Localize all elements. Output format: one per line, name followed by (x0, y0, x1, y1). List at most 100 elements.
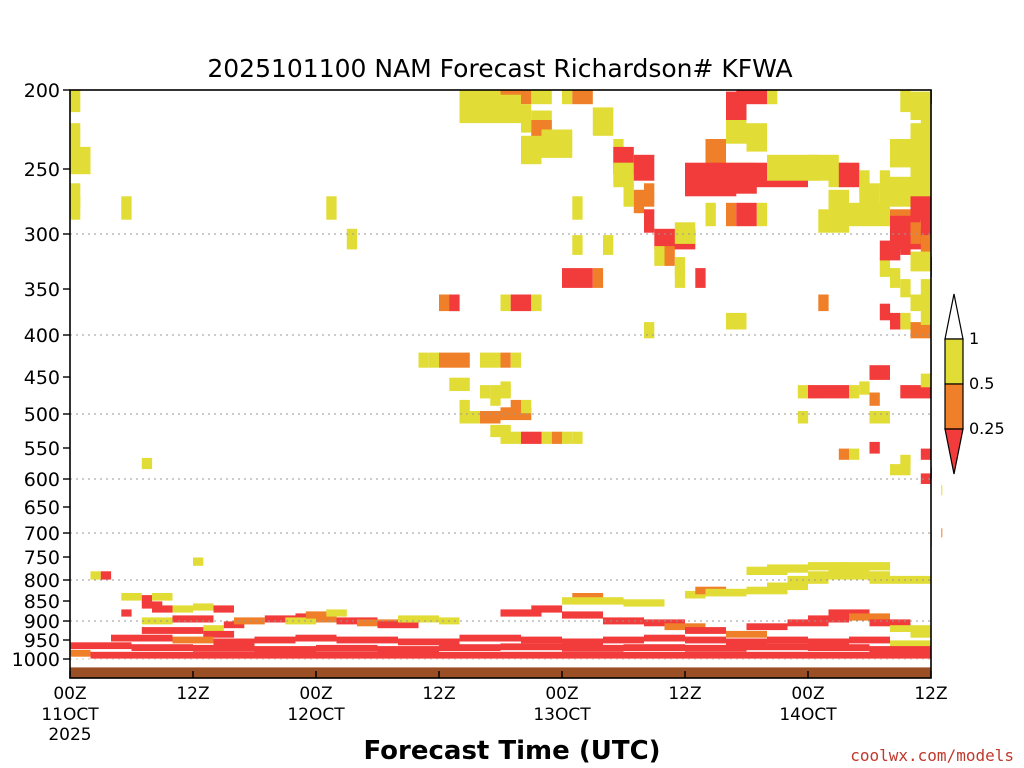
ri-cell (920, 473, 932, 484)
ri-cell (756, 202, 768, 227)
ri-cell (818, 294, 829, 312)
ri-cell (418, 352, 429, 368)
ri-cell (879, 303, 891, 321)
ri-cell (644, 322, 655, 339)
ri-cell (223, 621, 245, 629)
ri-cell (500, 381, 511, 395)
ri-cell (664, 246, 675, 266)
ri-cell (869, 365, 890, 380)
ri-cell (439, 644, 501, 651)
ri-cell (808, 385, 849, 399)
ri-cell (654, 228, 665, 250)
y-tick-label: 550 (24, 438, 60, 460)
ri-cell (838, 448, 850, 460)
y-tick-label: 700 (24, 523, 60, 545)
ri-cell (787, 619, 829, 627)
ri-cell (521, 135, 542, 165)
ri-cell (603, 636, 644, 644)
y-tick-label: 850 (24, 591, 60, 613)
ri-cell (644, 183, 655, 207)
ri-cell (316, 615, 337, 623)
y-tick-label: 450 (24, 367, 60, 389)
ri-cell (254, 646, 316, 653)
ri-cell (172, 605, 193, 613)
colorbar: 1 0.5 0.25 (944, 293, 1005, 475)
ri-cell (70, 90, 81, 113)
ri-cell (592, 107, 614, 136)
ri-cell (746, 643, 808, 651)
ri-cell (326, 609, 347, 617)
ri-cell (295, 634, 337, 642)
ri-cell (808, 615, 849, 623)
ri-cell (121, 593, 142, 601)
ri-cell (141, 595, 153, 603)
ri-cell (172, 615, 214, 623)
ri-cell (685, 172, 737, 197)
ri-cell (531, 294, 542, 312)
ri-cell (900, 312, 911, 330)
ri-cell (890, 625, 931, 632)
ri-cell (541, 129, 573, 158)
ri-cell (900, 385, 911, 399)
ri-cell (941, 485, 943, 496)
ri-cell (449, 294, 460, 312)
ground-layer (70, 667, 931, 678)
ri-cell (336, 636, 398, 644)
ri-cell (562, 431, 573, 444)
ri-cell (746, 586, 788, 595)
ri-cell (920, 215, 932, 239)
ri-cell (541, 431, 552, 444)
ri-cell (510, 399, 521, 414)
ri-cell (141, 627, 204, 634)
ri-cell (910, 251, 931, 272)
ri-cell (623, 644, 685, 651)
ri-cell (70, 146, 91, 175)
ri-cell (849, 448, 860, 460)
ri-cell (705, 202, 716, 227)
ri-cell (572, 431, 583, 444)
ri-cell (152, 593, 173, 601)
y-tick-label: 800 (24, 570, 60, 592)
ri-cell (90, 571, 101, 580)
ri-cell (828, 189, 849, 214)
ri-cell (562, 638, 603, 646)
ri-cell (100, 571, 112, 580)
colorbar-label: 0.25 (969, 419, 1005, 438)
ri-cell (674, 222, 696, 244)
ri-cell (633, 189, 645, 214)
ri-cell (767, 564, 808, 573)
ri-cell (859, 183, 880, 207)
ri-cell (572, 593, 604, 601)
ri-cell (920, 373, 932, 388)
y-tick-label: 350 (24, 279, 60, 301)
y-tick-label: 950 (24, 630, 60, 652)
ri-cell (480, 411, 501, 424)
y-tick-label: 300 (24, 224, 60, 246)
x-tick-label: 12Z (176, 684, 209, 704)
y-tick-label: 900 (24, 611, 60, 633)
ri-cell (500, 352, 511, 368)
y-tick-label: 1000 (12, 649, 60, 671)
ri-cell (695, 268, 706, 288)
ri-cell (859, 170, 870, 194)
ri-cell (890, 268, 901, 288)
ri-cell (890, 464, 911, 476)
ri-cell (305, 611, 327, 619)
ri-cell (70, 649, 91, 657)
ri-cell (869, 441, 880, 454)
ri-cell (213, 638, 255, 646)
ri-cell (838, 162, 860, 188)
ri-cell (705, 139, 726, 168)
ri-cell (531, 90, 552, 105)
ri-cell (70, 123, 81, 152)
x-tick-label: 2025 (48, 725, 91, 745)
ri-cell (326, 196, 337, 220)
ri-cell (869, 202, 890, 227)
ri-cell (141, 617, 173, 625)
ri-cell (500, 643, 562, 651)
ri-cell (726, 202, 737, 227)
ri-cell (838, 562, 891, 571)
ri-cell (459, 94, 521, 124)
ri-cell (111, 634, 173, 642)
ri-cell (869, 619, 911, 627)
